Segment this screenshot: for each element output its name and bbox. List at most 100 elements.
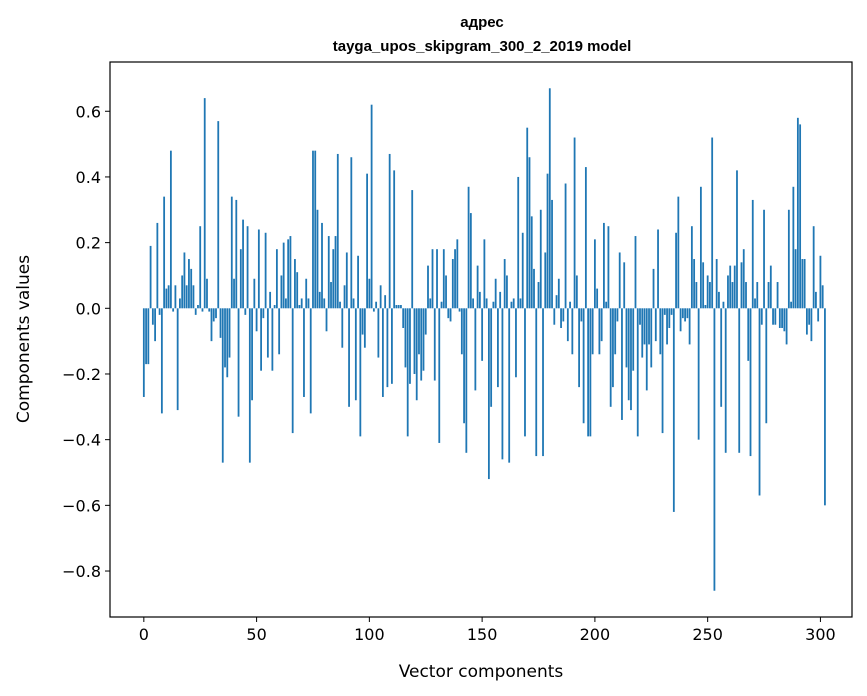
bar-56	[269, 291, 272, 309]
bar-100	[368, 278, 371, 309]
bar-156	[494, 278, 497, 309]
bar-14	[174, 285, 177, 309]
bar-151	[483, 239, 486, 309]
bar-230	[661, 308, 664, 434]
plot-area	[142, 88, 826, 591]
bar-165	[515, 308, 517, 378]
bar-155	[492, 301, 495, 309]
bar-106	[381, 308, 384, 397]
bar-99	[366, 173, 368, 309]
bar-294	[805, 308, 808, 335]
bar-53	[262, 308, 265, 319]
bar-19	[185, 285, 188, 309]
bar-118	[409, 308, 411, 384]
bar-117	[406, 308, 409, 437]
bar-98	[363, 308, 366, 348]
bar-266	[742, 249, 745, 309]
bar-149	[478, 291, 481, 309]
bar-256	[720, 308, 723, 407]
bar-273	[758, 308, 761, 496]
bar-229	[659, 308, 662, 355]
bar-157	[497, 308, 499, 388]
bar-27	[203, 98, 206, 309]
bar-103	[375, 301, 378, 309]
bar-114	[400, 305, 402, 309]
bar-85	[334, 236, 337, 309]
bar-300	[819, 255, 822, 309]
bar-51	[257, 229, 260, 309]
bar-40	[233, 278, 235, 309]
bar-119	[411, 190, 414, 309]
bar-141	[460, 308, 463, 355]
bar-168	[521, 232, 524, 309]
bar-68	[296, 272, 299, 309]
bar-81	[325, 308, 328, 332]
bar-215	[627, 308, 630, 401]
bar-61	[280, 275, 283, 309]
y-axis-label: Components values	[14, 255, 34, 423]
bar-170	[526, 127, 529, 309]
bar-200	[593, 239, 596, 309]
bar-18	[183, 252, 186, 309]
bar-94	[354, 308, 357, 401]
bar-136	[449, 308, 452, 322]
bar-21	[190, 268, 193, 309]
bar-67	[294, 259, 296, 309]
bar-120	[413, 308, 416, 374]
bar-286	[787, 209, 790, 309]
bar-95	[357, 255, 359, 309]
bar-265	[740, 262, 743, 309]
bar-262	[733, 265, 736, 309]
bar-101	[370, 104, 373, 309]
bar-267	[745, 282, 747, 309]
bar-36	[224, 308, 226, 368]
bar-93	[352, 298, 355, 309]
bar-259	[727, 275, 729, 309]
bar-251	[709, 282, 711, 309]
bar-244	[693, 259, 696, 309]
bar-37	[226, 308, 229, 378]
y-tick-label: −0.8	[62, 562, 101, 581]
bar-186	[562, 308, 565, 322]
bar-26	[201, 308, 204, 312]
bar-89	[343, 285, 346, 309]
bar-216	[630, 308, 632, 411]
bar-231	[663, 308, 666, 315]
bar-147	[474, 308, 477, 391]
bar-104	[377, 308, 380, 358]
bar-204	[603, 222, 605, 309]
bar-188	[566, 308, 569, 342]
bar-181	[551, 199, 553, 309]
y-tick-label: 0.2	[76, 234, 101, 253]
bar-7	[158, 308, 161, 315]
bar-131	[438, 308, 441, 443]
bar-220	[639, 308, 641, 325]
bar-212	[621, 308, 623, 420]
bar-34	[219, 308, 222, 338]
bar-295	[808, 308, 811, 325]
bar-12	[169, 150, 172, 309]
bar-221	[641, 308, 644, 358]
bar-83	[330, 282, 332, 309]
bar-228	[657, 229, 659, 309]
bar-240	[684, 308, 686, 322]
bar-35	[221, 308, 224, 463]
bar-297	[812, 226, 815, 309]
bar-59	[275, 249, 278, 309]
bar-16	[179, 298, 181, 309]
bar-257	[722, 301, 725, 309]
bar-234	[670, 308, 673, 315]
bar-193	[578, 308, 580, 388]
x-tick-label: 300	[805, 625, 836, 644]
bar-227	[654, 308, 657, 342]
bar-6	[156, 222, 159, 309]
bar-274	[760, 308, 763, 325]
bar-154	[490, 308, 493, 407]
bar-113	[397, 305, 400, 309]
bar-45	[244, 308, 247, 315]
bar-185	[560, 308, 562, 328]
bar-299	[817, 308, 820, 322]
bar-287	[790, 301, 792, 309]
bar-276	[765, 308, 768, 424]
